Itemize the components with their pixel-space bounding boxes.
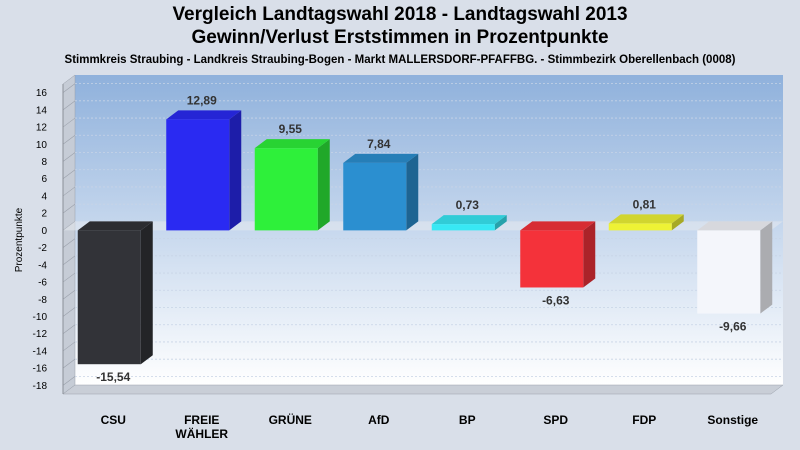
bar-top	[77, 221, 153, 231]
bar-front	[520, 230, 584, 288]
data-label: 0,81	[633, 197, 657, 211]
bar-side	[494, 215, 507, 231]
bar-spd	[520, 221, 596, 288]
grid-line-side	[62, 152, 76, 162]
bar-side	[583, 221, 596, 288]
grid-line-side	[62, 169, 76, 179]
y-tick-label: 0	[41, 226, 47, 237]
bar-grüne	[254, 139, 330, 231]
bar-top	[697, 221, 773, 231]
y-tick-label: 8	[41, 157, 47, 168]
bar-front	[166, 119, 230, 231]
grid-line-side	[62, 358, 76, 369]
y-tick-label: -12	[33, 329, 48, 340]
bar-side	[140, 221, 153, 365]
y-tick-label: -8	[38, 295, 47, 306]
y-tick-label: 10	[36, 140, 48, 151]
data-label: 9,55	[279, 122, 303, 136]
x-tick-label: WÄHLER	[175, 426, 228, 441]
grid-line-side	[62, 272, 76, 283]
grid-line-side	[62, 117, 76, 128]
grid-line-side	[62, 83, 76, 93]
data-label: -6,63	[542, 293, 570, 307]
grid-line-side	[62, 290, 76, 300]
bar-front	[77, 230, 141, 365]
plot-floor	[62, 384, 784, 395]
bar-side	[229, 110, 242, 231]
grid-line-side	[62, 186, 76, 197]
y-tick-label: -18	[33, 381, 48, 392]
x-tick-label: FDP	[632, 413, 656, 427]
grid-line-side	[62, 376, 76, 386]
bar-afd	[343, 153, 419, 231]
bar-top	[431, 215, 507, 225]
chart-subtitle: Gewinn/Verlust Erststimmen in Prozentpun…	[191, 27, 609, 48]
x-tick-label: CSU	[101, 413, 126, 427]
y-tick-label: 12	[36, 123, 48, 134]
bar-side	[671, 214, 684, 231]
y-tick-label: 2	[41, 209, 47, 220]
bar-front	[697, 230, 761, 314]
y-tick-label: -4	[38, 260, 47, 271]
bar-side	[317, 139, 330, 231]
y-tick-label: -16	[33, 364, 48, 375]
y-tick-label: 16	[36, 88, 48, 99]
y-tick-label: -14	[33, 346, 48, 357]
bar-csu	[77, 221, 153, 365]
bar-side	[406, 153, 419, 231]
data-label: 0,73	[456, 198, 480, 212]
bar-front	[343, 162, 407, 231]
x-tick-label: FREIE	[184, 413, 219, 427]
y-axis-label: Prozentpunkte	[14, 207, 25, 272]
data-label: 12,89	[187, 93, 217, 107]
bar-top	[520, 221, 596, 231]
x-tick-label: AfD	[368, 413, 390, 427]
bar-top	[608, 214, 684, 224]
grid-line-side	[62, 341, 76, 352]
grid-line-side	[62, 255, 76, 266]
bar-bp	[431, 215, 507, 231]
bar-top	[343, 153, 419, 163]
grid-line-side	[62, 238, 76, 248]
grid-line-side	[62, 203, 76, 214]
chart-title: Vergleich Landtagswahl 2018 - Landtagswa…	[172, 4, 628, 25]
y-tick-label: -6	[38, 278, 47, 289]
bar-fdp	[608, 214, 684, 231]
bar-freie-wähler	[166, 110, 242, 231]
bar-sonstige	[697, 221, 773, 314]
y-tick-label: -10	[33, 312, 48, 323]
grid-line-side	[62, 100, 76, 111]
x-tick-label: SPD	[543, 413, 568, 427]
bar-front	[431, 224, 495, 231]
data-label: -9,66	[719, 320, 747, 334]
zero-plane	[63, 221, 783, 231]
grid-line-side	[62, 307, 76, 317]
grid-line-side	[62, 324, 76, 334]
chart-caption: Stimmkreis Straubing - Landkreis Straubi…	[64, 54, 736, 66]
x-tick-label: BP	[459, 413, 476, 427]
y-tick-label: 14	[36, 105, 48, 116]
x-tick-label: GRÜNE	[269, 412, 312, 427]
data-label: 7,84	[367, 137, 391, 151]
y-tick-label: 6	[41, 174, 47, 185]
bar-top	[254, 139, 330, 149]
data-label: -15,54	[96, 370, 130, 384]
bar-front	[254, 148, 318, 231]
bar-side	[760, 221, 773, 314]
y-tick-label: 4	[41, 191, 47, 202]
bar-front	[608, 223, 672, 231]
x-tick-label: Sonstige	[707, 413, 758, 427]
grid-line-side	[62, 135, 76, 145]
bar-top	[166, 110, 242, 120]
y-tick-label: -2	[38, 243, 47, 254]
